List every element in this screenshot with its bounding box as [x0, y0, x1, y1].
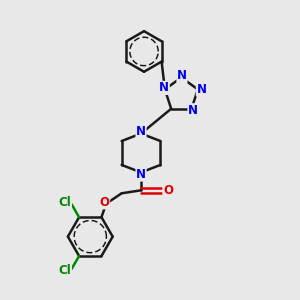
Text: O: O	[163, 184, 173, 197]
Text: N: N	[136, 125, 146, 138]
Text: N: N	[177, 69, 187, 82]
Text: N: N	[196, 83, 206, 96]
Text: Cl: Cl	[59, 264, 71, 277]
Text: N: N	[159, 81, 169, 94]
Text: Cl: Cl	[59, 196, 71, 209]
Text: N: N	[188, 104, 198, 117]
Text: O: O	[100, 196, 110, 209]
Text: N: N	[136, 168, 146, 181]
